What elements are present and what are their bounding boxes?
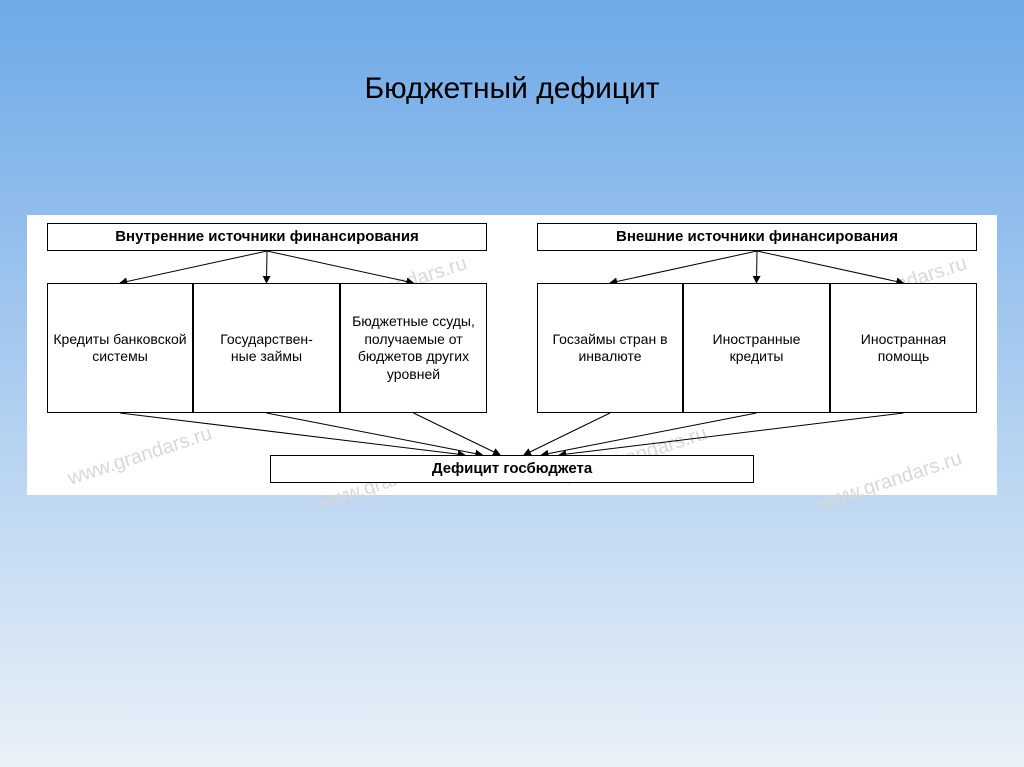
diagram-node-h2: Внешние источники финансирования (537, 223, 977, 251)
diagram-node-c6: Иностранная помощь (830, 283, 977, 413)
diagram-node-c1: Кредиты банковской системы (47, 283, 193, 413)
diagram-node-c3: Бюджетные ссуды, получаемые от бюджетов … (340, 283, 487, 413)
watermark-text: www.grandars.ru (65, 422, 215, 490)
diagram-node-h1: Внутренние источники финансирования (47, 223, 487, 251)
diagram-node-c5: Иностранные кредиты (683, 283, 830, 413)
diagram-node-c4: Госзаймы стран в инвалюте (537, 283, 683, 413)
slide-title: Бюджетный дефицит (0, 72, 1024, 106)
diagram-container: www.grandars.ruwww.grandars.ruwww.granda… (27, 215, 997, 495)
diagram-node-c2: Государствен- ные займы (193, 283, 340, 413)
diagram-node-b1: Дефицит госбюджета (270, 455, 754, 483)
